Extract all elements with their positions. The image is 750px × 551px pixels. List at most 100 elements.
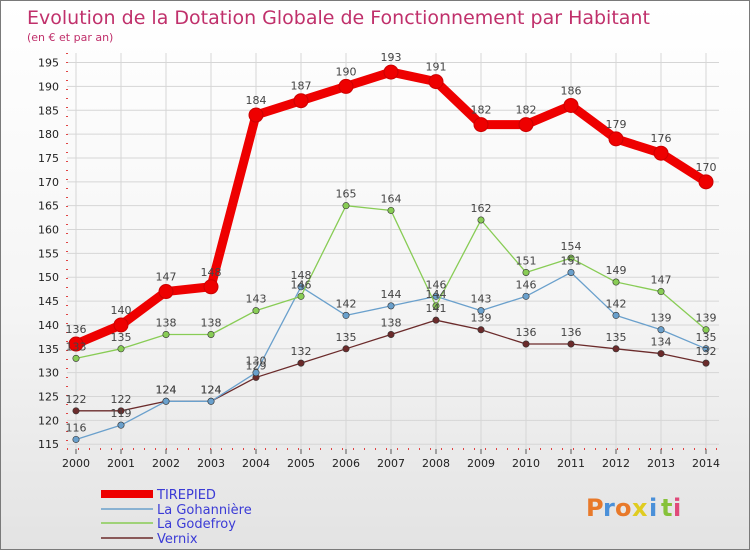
brand-logo: Pr o x i t i — [586, 494, 682, 522]
data-point — [657, 288, 665, 296]
data-point — [608, 131, 624, 147]
data-label: 141 — [426, 302, 447, 315]
x-tick-label: 2006 — [332, 457, 360, 470]
data-point — [563, 97, 579, 113]
data-point — [567, 254, 575, 262]
x-tick-label: 2010 — [512, 457, 540, 470]
data-point — [387, 330, 395, 338]
data-label: 191 — [426, 61, 447, 74]
data-point — [477, 326, 485, 334]
data-point — [477, 216, 485, 224]
data-point — [702, 326, 710, 334]
data-label: 146 — [426, 278, 447, 291]
y-tick-label: 175 — [38, 152, 59, 165]
logo-letter: o — [615, 494, 633, 522]
x-tick-label: 2004 — [242, 457, 270, 470]
data-point — [432, 292, 440, 300]
x-tick-label: 2012 — [602, 457, 630, 470]
data-label: 143 — [246, 293, 267, 306]
data-label: 187 — [291, 80, 312, 93]
data-label: 132 — [696, 345, 717, 358]
data-point — [612, 278, 620, 286]
y-tick-label: 190 — [38, 80, 59, 93]
logo-letter: i — [673, 494, 682, 522]
y-tick-label: 170 — [38, 176, 59, 189]
data-point — [113, 317, 129, 333]
legend-label: Vernix — [157, 532, 198, 547]
data-point — [297, 283, 305, 291]
data-point — [68, 336, 84, 352]
logo-letter: i — [649, 494, 658, 522]
data-label: 138 — [156, 316, 177, 329]
logo-letter: t — [661, 494, 673, 522]
data-point — [342, 202, 350, 210]
data-label: 162 — [471, 202, 492, 215]
chart-subtitle: (en € et par an) — [27, 31, 113, 44]
data-label: 135 — [606, 331, 627, 344]
data-label: 190 — [336, 65, 357, 78]
data-label: 148 — [201, 266, 222, 279]
y-tick-label: 185 — [38, 104, 59, 117]
data-point — [657, 326, 665, 334]
data-point — [72, 435, 80, 443]
x-tick-label: 2005 — [287, 457, 315, 470]
data-point — [383, 64, 399, 80]
axes: 115 120 125 130 135 140 145 150 155 160 165 170 175 1… — [38, 53, 720, 470]
data-point — [387, 206, 395, 214]
data-label: 138 — [201, 316, 222, 329]
data-label: 186 — [561, 84, 582, 97]
data-label: 122 — [66, 393, 87, 406]
data-point — [522, 268, 530, 276]
data-point — [477, 307, 485, 315]
data-label: 122 — [111, 393, 132, 406]
data-label: 135 — [111, 331, 132, 344]
data-point — [698, 174, 714, 190]
data-label: 124 — [201, 383, 222, 396]
series-layer — [68, 64, 714, 443]
data-point — [518, 117, 534, 133]
y-tick-label: 195 — [38, 57, 59, 70]
data-label: 182 — [471, 104, 492, 117]
data-label: 179 — [606, 118, 627, 131]
data-label: 142 — [336, 297, 357, 310]
data-point — [297, 292, 305, 300]
data-point — [203, 279, 219, 295]
y-tick-label: 150 — [38, 271, 59, 284]
y-tick-label: 180 — [38, 128, 59, 141]
data-label: 149 — [606, 264, 627, 277]
data-point — [207, 330, 215, 338]
data-point — [473, 117, 489, 133]
data-point — [248, 107, 264, 123]
y-tick-label: 165 — [38, 200, 59, 213]
x-tick-label: 2001 — [107, 457, 135, 470]
data-label: 140 — [111, 304, 132, 317]
data-point — [522, 292, 530, 300]
y-tick-label: 115 — [38, 438, 59, 451]
data-point — [338, 78, 354, 94]
y-tick-label: 135 — [38, 343, 59, 356]
data-label: 164 — [381, 192, 402, 205]
x-tick-label: 2007 — [377, 457, 405, 470]
data-point — [207, 397, 215, 405]
data-point — [293, 93, 309, 109]
data-point — [252, 369, 260, 377]
data-label: 142 — [606, 297, 627, 310]
data-label: 124 — [201, 383, 222, 396]
data-point — [612, 311, 620, 319]
data-label: 143 — [471, 293, 492, 306]
data-point — [117, 407, 125, 415]
data-point — [567, 340, 575, 348]
data-label: 165 — [336, 188, 357, 201]
data-label: 148 — [291, 269, 312, 282]
data-point — [702, 345, 710, 353]
chart-title: Evolution de la Dotation Globale de Fonc… — [27, 7, 650, 29]
data-label: 136 — [66, 323, 87, 336]
data-label: 170 — [696, 161, 717, 174]
y-tick-label: 140 — [38, 319, 59, 332]
data-point — [432, 316, 440, 324]
data-point — [432, 302, 440, 310]
